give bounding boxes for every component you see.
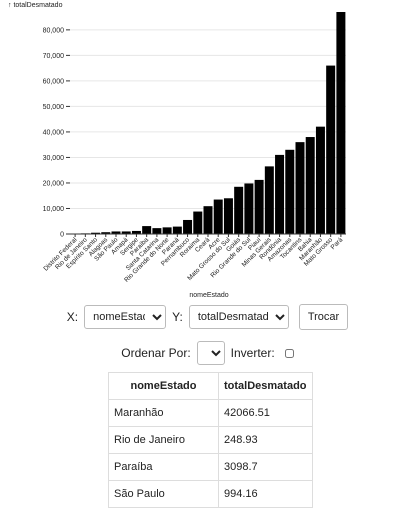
table-cell: 994.16 (218, 480, 313, 508)
table-cell: 248.93 (218, 426, 313, 454)
x-select[interactable]: nomeEstado (84, 305, 167, 329)
table-row: São Paulo 994.16 (108, 480, 313, 508)
bar[interactable] (131, 230, 141, 234)
y-axis-label: ↑ totalDesmatado (8, 2, 63, 9)
bar-chart: ↑ totalDesmatado 0 10,000 20,000 30,000 40,0… (8, 2, 346, 299)
y-tick-label: 10,000 (43, 206, 65, 213)
y-tick-label: 70,000 (43, 53, 65, 60)
order-controls: Ordenar Por: Y Inverter: (0, 340, 409, 366)
bar[interactable] (111, 231, 121, 234)
swap-button[interactable]: Trocar (298, 304, 349, 330)
bar[interactable] (295, 142, 305, 234)
bar[interactable] (172, 226, 182, 234)
y-tick-label: 50,000 (43, 104, 65, 111)
bars (70, 12, 346, 235)
bar[interactable] (101, 232, 111, 234)
bar[interactable] (275, 154, 285, 234)
bar[interactable] (203, 206, 213, 234)
axis-controls: X: nomeEstado Y: totalDesmatado Trocar (0, 303, 409, 331)
y-select-label: Y: (172, 310, 183, 324)
table-cell: 3098.7 (218, 453, 313, 481)
bar[interactable] (234, 186, 244, 234)
y-select[interactable]: totalDesmatado (188, 305, 289, 329)
bar[interactable] (285, 149, 295, 234)
table-cell: Rio de Janeiro (108, 426, 219, 454)
bar[interactable] (121, 231, 131, 234)
bar[interactable] (254, 179, 264, 234)
table-header-row: nomeEstado totalDesmatado (108, 372, 313, 400)
y-axis: 0 10,000 20,000 30,000 40,000 50,000 60,000 70,… (43, 27, 70, 239)
x-axis-label: nomeEstado (189, 292, 228, 299)
column-header-nome-estado[interactable]: nomeEstado (108, 372, 219, 400)
grid-lines (70, 29, 346, 235)
bar[interactable] (244, 183, 254, 234)
y-tick-label: 80,000 (43, 27, 65, 34)
table-cell: Maranhão (108, 399, 219, 427)
bar[interactable] (193, 211, 203, 234)
y-tick-label: 20,000 (43, 180, 65, 187)
table-cell: 42066.51 (218, 399, 313, 427)
bar[interactable] (91, 232, 101, 234)
bar[interactable] (183, 219, 193, 234)
table-row: Paraíba 3098.7 (108, 453, 313, 481)
invert-label: Inverter: (230, 346, 275, 360)
bar[interactable] (152, 228, 162, 234)
data-table: nomeEstado totalDesmatado Maranhão 42066… (108, 372, 313, 508)
bar[interactable] (223, 198, 233, 234)
invert-checkbox[interactable] (284, 348, 294, 358)
y-tick-label: 0 (60, 232, 64, 239)
bar[interactable] (315, 126, 325, 234)
bar[interactable] (264, 166, 274, 234)
bar[interactable] (336, 12, 346, 234)
y-tick-label: 40,000 (43, 129, 65, 136)
y-tick-label: 30,000 (43, 155, 65, 162)
table-row: Maranhão 42066.51 (108, 399, 313, 427)
table-cell: Paraíba (108, 453, 219, 481)
x-tick-label: Pará (330, 236, 345, 251)
bar[interactable] (326, 65, 336, 234)
order-select[interactable]: Y (196, 341, 225, 365)
column-header-total-desmatado[interactable]: totalDesmatado (218, 372, 313, 400)
table-cell: São Paulo (108, 480, 219, 508)
bar[interactable] (142, 226, 152, 234)
bar[interactable] (162, 227, 172, 234)
bar[interactable] (305, 137, 315, 234)
x-select-label: X: (66, 310, 79, 324)
order-label: Ordenar Por: (121, 346, 191, 360)
y-tick-label: 60,000 (43, 78, 65, 85)
bar[interactable] (213, 199, 223, 234)
table-row: Rio de Janeiro 248.93 (108, 426, 313, 454)
